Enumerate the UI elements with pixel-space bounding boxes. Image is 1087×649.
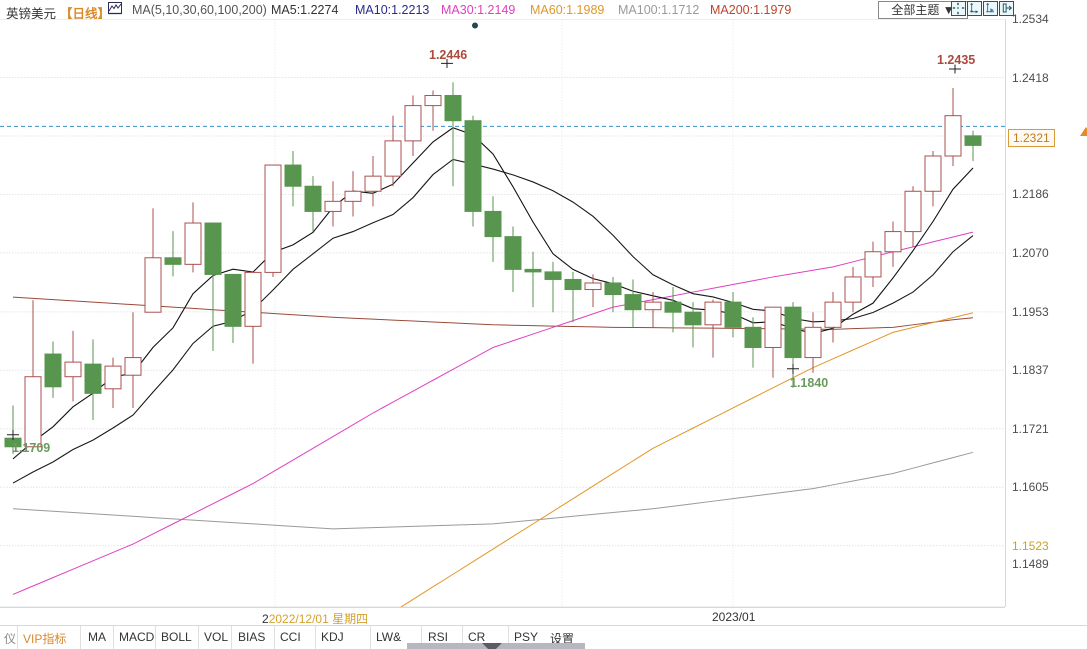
svg-text:1.2446: 1.2446	[429, 48, 467, 62]
svg-text:1.1709: 1.1709	[12, 441, 50, 455]
svg-text:1.2435: 1.2435	[937, 53, 975, 67]
svg-text:1.1840: 1.1840	[790, 376, 828, 390]
